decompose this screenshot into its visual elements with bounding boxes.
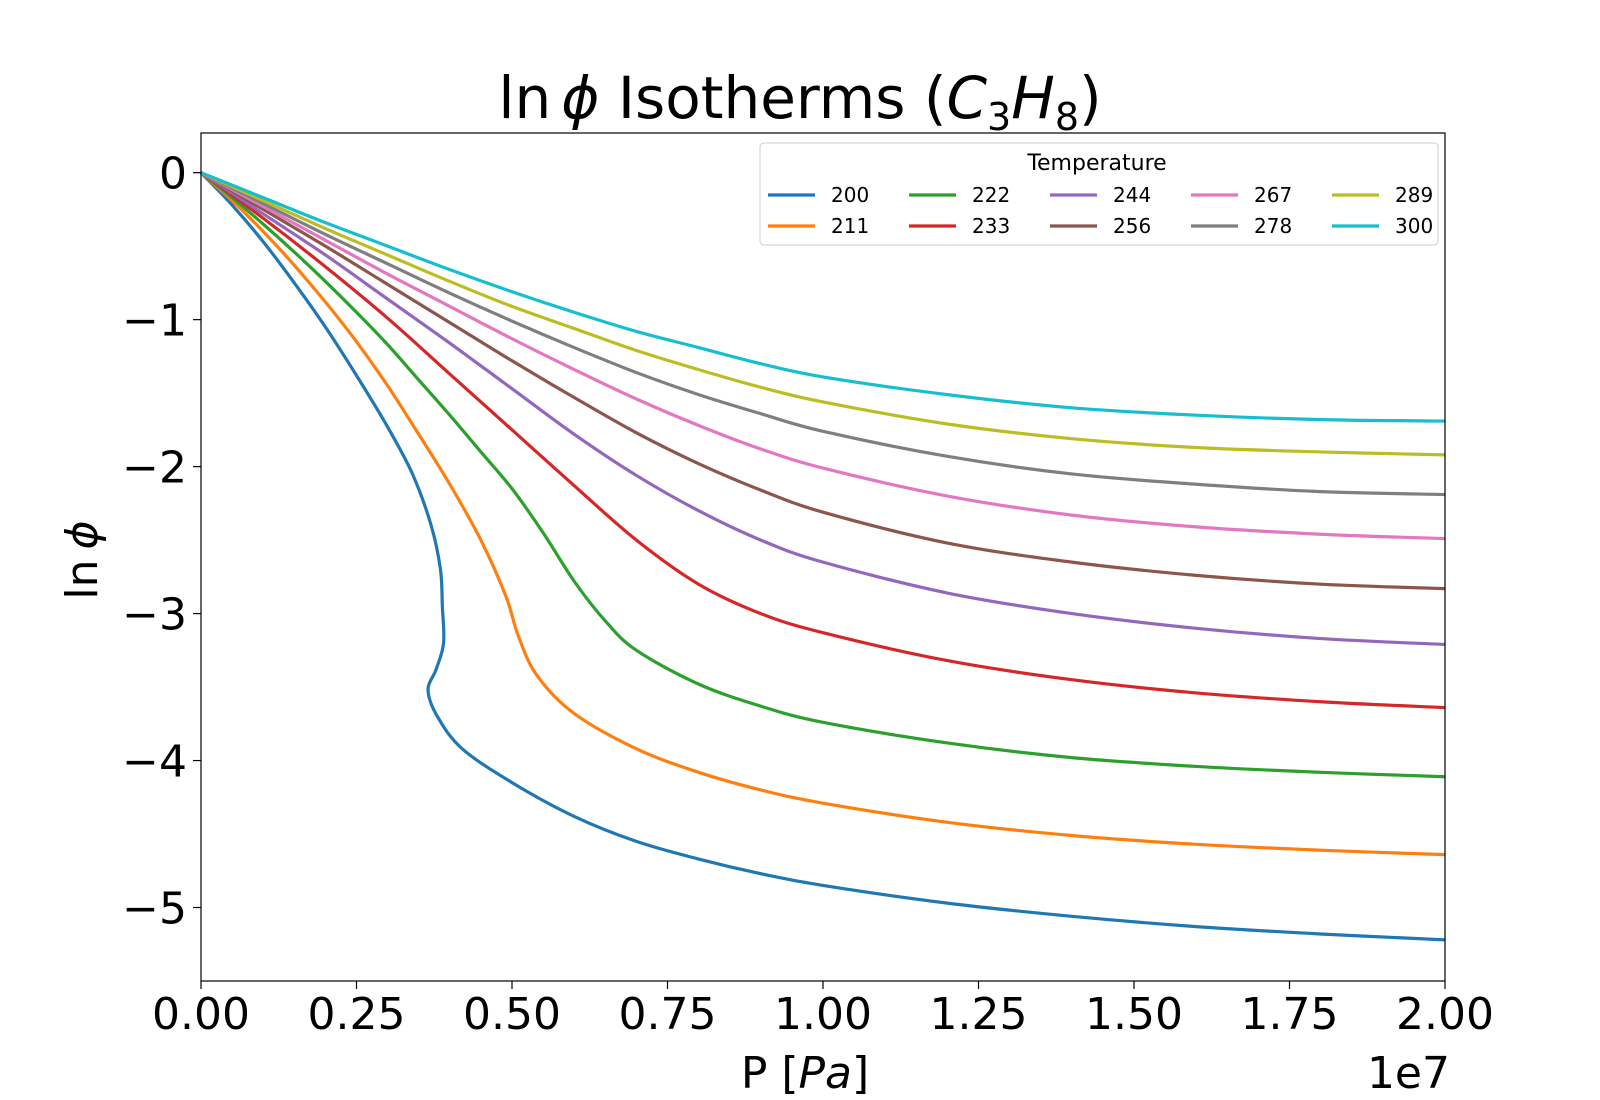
legend-entries: 200 211 222 233 244 256 267 278 289 300: [768, 183, 1433, 238]
chart-title: ln ϕ Isotherms (C3H8): [498, 64, 1101, 139]
x-axis: 0.00 0.25 0.50 0.75 1.00 1.25 1.50 1.75 2.00: [152, 981, 1494, 1040]
x-tick-label: 1.75: [1241, 989, 1339, 1040]
series-line-300: [200, 171, 1446, 423]
x-tick-label: 1.00: [774, 989, 872, 1040]
y-tick-label: −4: [122, 737, 187, 788]
y-tick-label: 0: [159, 149, 187, 200]
legend: Temperature 200 211 222 233 244 256 267 278 289 3…: [759, 142, 1439, 246]
x-tick-label: 1.25: [930, 989, 1028, 1040]
series-line-244: [200, 171, 1446, 647]
series-line-267: [200, 171, 1446, 541]
x-tick-label: 0.00: [152, 989, 250, 1040]
x-tick-label: 2.00: [1396, 989, 1494, 1040]
legend-label-267: 267: [1254, 183, 1292, 207]
series-line-289: [200, 171, 1446, 457]
y-tick-label: −2: [122, 443, 187, 494]
x-tick-label: 0.50: [463, 989, 561, 1040]
legend-label-211: 211: [831, 214, 869, 238]
legend-label-222: 222: [972, 183, 1010, 207]
legend-label-256: 256: [1113, 214, 1151, 238]
legend-label-278: 278: [1254, 214, 1292, 238]
y-tick-label: −5: [122, 884, 187, 935]
legend-label-233: 233: [972, 214, 1010, 238]
series-line-211: [199, 171, 1446, 857]
legend-label-244: 244: [1113, 183, 1151, 207]
y-tick-label: −1: [122, 296, 187, 347]
y-axis-label: lnϕ: [57, 520, 108, 599]
y-tick-label: −3: [122, 590, 187, 641]
series-line-278: [200, 171, 1446, 497]
series-line-200: [199, 171, 1446, 942]
x-offset-label: 1e7: [1367, 1048, 1450, 1099]
series-line-256: [200, 171, 1446, 591]
legend-label-300: 300: [1395, 214, 1433, 238]
legend-title: Temperature: [1026, 151, 1166, 176]
legend-label-200: 200: [831, 183, 869, 207]
x-tick-label: 0.75: [619, 989, 717, 1040]
y-axis: 0 −1 −2 −3 −4 −5: [122, 149, 201, 935]
series-line-222: [199, 171, 1446, 779]
x-tick-label: 1.50: [1085, 989, 1183, 1040]
legend-label-289: 289: [1395, 183, 1433, 207]
x-tick-label: 0.25: [308, 989, 406, 1040]
series-layer: [199, 171, 1446, 942]
series-line-233: [200, 171, 1446, 710]
x-axis-label: P [Pa]: [741, 1048, 869, 1099]
legend-frame: [759, 142, 1439, 246]
